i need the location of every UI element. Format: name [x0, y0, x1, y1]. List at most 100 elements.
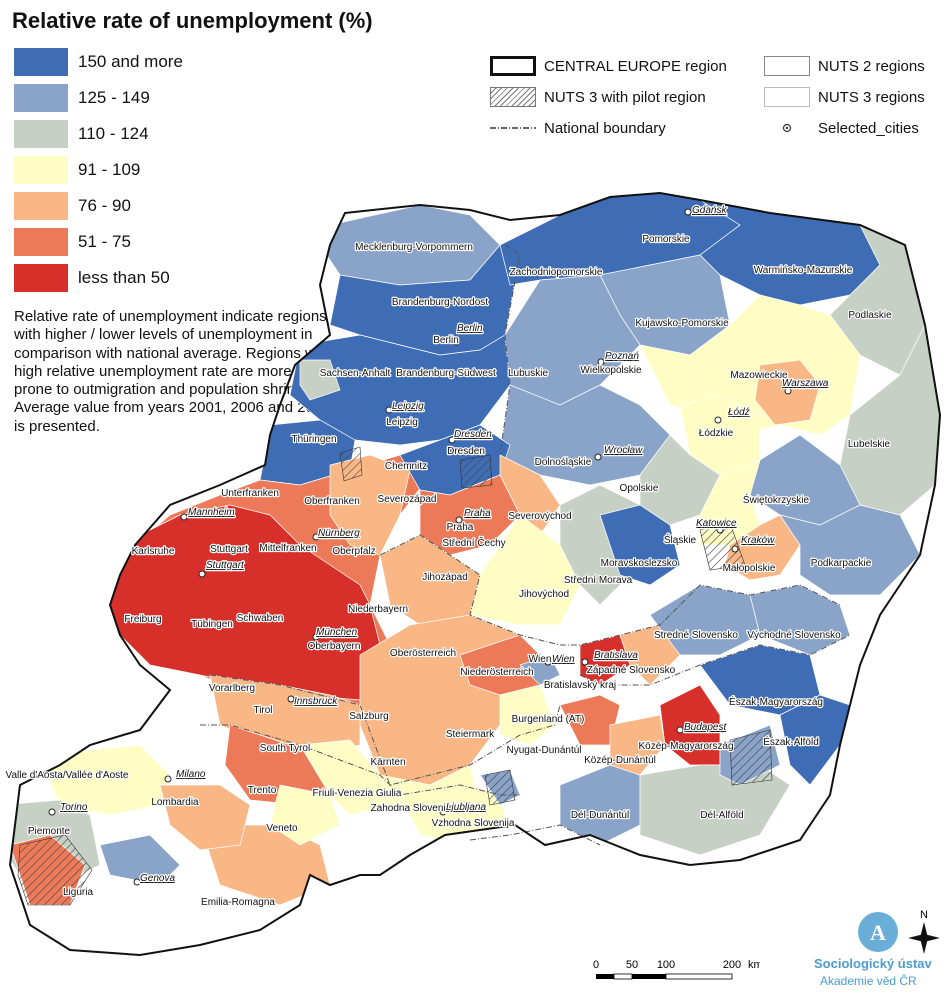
scale-segment — [632, 974, 666, 979]
city-label: Wien — [552, 654, 575, 665]
region-label: Střední Čechy — [442, 536, 505, 549]
legend-swatch — [14, 228, 68, 256]
city-marker — [716, 526, 724, 534]
region-label: Kärnten — [370, 757, 405, 768]
region-fill — [779, 504, 921, 596]
region-fills — [10, 193, 940, 906]
region-label: Mecklenburg-Vorpommern — [355, 242, 473, 253]
region-label: Salzburg — [349, 711, 388, 722]
city-marker-icon — [782, 123, 792, 133]
germany-regions — [109, 204, 521, 716]
logo-subtitle: Akademie věd ČR — [820, 974, 917, 988]
institute-logo: A N Sociologický ústav Akademie věd ČR — [806, 908, 946, 1000]
region-label: Liguria — [63, 887, 93, 898]
region-label: Stredné Slovensko — [654, 630, 738, 641]
region-label: Bratislavský kraj — [544, 680, 616, 691]
legend-boundary-label: National boundary — [544, 119, 666, 137]
legend-item: 91 - 109 — [14, 152, 183, 188]
central-europe-outline — [8, 191, 942, 957]
pilot-region — [339, 446, 363, 482]
region-fill — [619, 624, 681, 686]
city-marker — [164, 775, 172, 783]
region-label: Wien — [529, 654, 552, 665]
region-label: Dolnośląskie — [535, 457, 592, 468]
national-boundaries — [200, 244, 851, 846]
pilot-region — [17, 834, 93, 906]
region-label: Tübingen — [191, 619, 233, 630]
legend-nuts2: NUTS 2 regions — [764, 56, 925, 76]
legend-item: 76 - 90 — [14, 188, 183, 224]
scale-bar: 0 50 100 200 km — [593, 959, 760, 980]
city-marker — [287, 695, 295, 703]
city-label: Dresden — [454, 429, 492, 440]
region-label: Dresden — [447, 446, 485, 457]
region-label: Zachodniopomorskie — [510, 267, 603, 278]
city-label: Wrocław — [604, 445, 643, 456]
region-label: Mazowieckie — [730, 370, 788, 381]
legend-swatch — [14, 264, 68, 292]
legend-nuts3: NUTS 3 regions — [764, 87, 925, 107]
pilot-region — [699, 522, 746, 571]
city-marker — [133, 878, 141, 886]
legend-swatch — [14, 84, 68, 112]
region-label: Śląskie — [664, 533, 697, 546]
region-label: Nyugat-Dunántúl — [506, 745, 581, 756]
region-label: Jihozápad — [422, 572, 468, 583]
logo-name: Sociologický ústav — [814, 956, 932, 971]
city-label: Genova — [140, 873, 175, 884]
scale-tick-label: 0 — [593, 959, 599, 971]
region-label: Karlsruhe — [132, 546, 175, 557]
region-fill — [329, 454, 411, 556]
region-label: Vorarlberg — [209, 683, 255, 694]
region-fill — [469, 514, 581, 626]
region-fill — [749, 584, 851, 656]
city-marker — [439, 808, 447, 816]
region-label: Stuttgart — [210, 544, 248, 555]
city-label: Milano — [176, 769, 206, 780]
city-label: Torino — [60, 802, 88, 813]
region-label: Tirol — [253, 705, 272, 716]
czechia-regions — [379, 424, 681, 626]
region-label: Közép-Dunántúl — [584, 755, 656, 766]
region-label: Közép-Magyarország — [638, 741, 733, 752]
region-label: Severovýchod — [508, 511, 571, 522]
city-marker — [448, 436, 456, 444]
region-label: Małopolskie — [723, 563, 776, 574]
pilot-region — [729, 729, 773, 786]
city-marker — [684, 208, 692, 216]
region-label: Brandenburg-Südwest — [396, 368, 496, 379]
city-label: Praha — [464, 508, 491, 519]
map-description: Relative rate of unemployment indicate r… — [14, 308, 332, 435]
city-label: Kraków — [741, 535, 775, 546]
legend-item: less than 50 — [14, 260, 183, 296]
unemployment-legend: 150 and more 125 - 149 110 - 124 91 - 10… — [14, 44, 183, 296]
region-label: Thüringen — [291, 434, 336, 445]
city-marker — [385, 406, 393, 414]
region-fill — [559, 764, 641, 846]
boundary-line-icon — [490, 127, 536, 129]
region-fill — [499, 684, 556, 746]
scale-unit: km — [748, 959, 760, 971]
north-arrow-icon: N — [908, 909, 940, 954]
hungary-regions — [559, 644, 851, 856]
region-label: Oberbayern — [308, 641, 361, 652]
city-marker — [581, 658, 589, 666]
legend-swatch — [14, 192, 68, 220]
region-label: Střední Morava — [564, 575, 633, 586]
region-label: Niederösterreich — [460, 667, 533, 678]
legend-item: 51 - 75 — [14, 224, 183, 260]
city-marker — [676, 726, 684, 734]
region-label: Východné Slovensko — [747, 630, 841, 641]
logo-emblem-icon: A N — [858, 909, 940, 954]
region-label: Oberpfalz — [332, 546, 375, 557]
region-label: Leipzig — [386, 417, 418, 428]
city-label: München — [316, 627, 358, 638]
legend-swatch — [14, 156, 68, 184]
region-label: Észak-Alföld — [763, 735, 819, 748]
city-marker — [544, 658, 552, 666]
city-marker — [597, 358, 605, 366]
city-label: Poznań — [605, 351, 639, 362]
region-label: South Tyrol — [260, 743, 310, 754]
region-label: Oberösterreich — [390, 648, 456, 659]
city-label: Innsbruck — [294, 696, 338, 707]
